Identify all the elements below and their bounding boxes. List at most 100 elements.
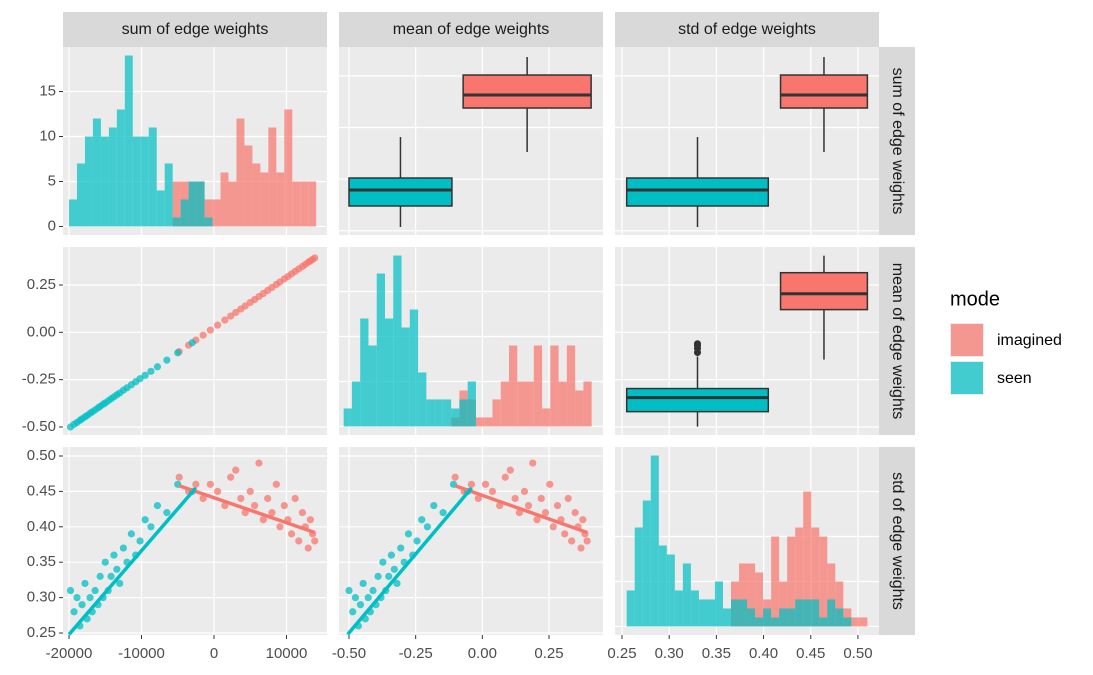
histogram-bar [276, 172, 285, 227]
histogram-bar [467, 381, 476, 427]
point [385, 572, 393, 580]
histogram-bar [811, 599, 820, 627]
panel: -0.50 -0.25 0.00 0.25 [22, 247, 327, 435]
point [467, 480, 475, 488]
panel [615, 247, 879, 435]
point [259, 516, 267, 524]
point [147, 523, 155, 531]
point [404, 530, 413, 538]
point [520, 487, 529, 495]
histogram-bar [148, 127, 157, 227]
panel: 0 5 10 15 [39, 47, 327, 235]
histogram-bar [819, 536, 828, 627]
strip [879, 447, 915, 635]
point [246, 487, 254, 495]
point [511, 494, 519, 503]
x-tick-label: 0.30 [655, 645, 684, 662]
point [311, 537, 319, 545]
histogram-bar [787, 536, 796, 627]
point [345, 586, 353, 595]
point [280, 501, 288, 510]
point [423, 523, 431, 531]
point [127, 530, 135, 538]
point [206, 326, 214, 334]
point [583, 537, 591, 545]
outlier [693, 340, 701, 348]
histogram-bar [566, 345, 576, 427]
point [91, 586, 99, 595]
histogram-bar [172, 217, 181, 227]
histogram-bar [204, 217, 213, 227]
histogram-bar [626, 590, 635, 627]
point [356, 601, 365, 609]
point [107, 572, 115, 580]
x-tick-label: -0.25 [399, 645, 433, 662]
panel-background [63, 447, 327, 635]
point [153, 363, 162, 371]
histogram-bar [475, 417, 485, 427]
point [359, 579, 367, 588]
point [295, 537, 303, 545]
histogram-bar [393, 255, 402, 427]
legend-label: seen [997, 370, 1032, 387]
histogram-bar [220, 172, 229, 227]
histogram-bar [188, 181, 197, 227]
point [153, 501, 162, 510]
histogram-bar [401, 327, 410, 427]
point [533, 516, 541, 524]
histogram-bar [698, 599, 707, 627]
point [70, 608, 78, 616]
histogram-bar [795, 527, 804, 627]
x-tick-label: 0 [210, 645, 218, 662]
point [237, 494, 245, 503]
histogram-bar [451, 408, 460, 427]
box [348, 177, 453, 207]
point [199, 331, 207, 339]
point [304, 544, 312, 552]
point [393, 579, 401, 588]
point [541, 509, 550, 517]
point [387, 551, 395, 559]
histogram-bar [835, 581, 844, 627]
histogram-bar [550, 345, 559, 427]
histogram-bar [642, 500, 651, 627]
histogram-bar [835, 608, 844, 627]
histogram-bar [634, 527, 643, 627]
point [163, 509, 171, 517]
y-tick-label: 0.40 [27, 518, 56, 535]
histogram-bar [228, 181, 237, 227]
histogram-bar [500, 381, 509, 427]
point [113, 565, 121, 573]
histogram-bar [204, 199, 213, 227]
histogram-bar [132, 136, 141, 227]
histogram-bar [116, 109, 125, 227]
histogram-bar [755, 572, 764, 627]
point [298, 509, 307, 517]
panel [339, 247, 603, 435]
point [175, 473, 183, 481]
point [506, 466, 514, 474]
histogram-bar [747, 563, 756, 627]
histogram-bar [409, 309, 419, 427]
histogram-bar [244, 145, 253, 227]
point [311, 254, 319, 262]
point [73, 594, 81, 602]
histogram-bar [658, 545, 667, 627]
point [501, 473, 509, 481]
panel: -20000 -10000 0 10000 0.25 0.30 0.35 0.40 0.45 0.… [27, 447, 327, 662]
point [227, 473, 235, 481]
y-tick-label: 0.25 [27, 624, 56, 641]
histogram-bar [308, 181, 317, 227]
box [625, 387, 770, 413]
histogram-bar [795, 599, 804, 627]
panel [339, 47, 603, 235]
x-tick-label: 0.35 [702, 645, 731, 662]
x-tick-label: 0.25 [607, 645, 636, 662]
histogram-bar [260, 172, 269, 227]
histogram-bar [682, 563, 691, 627]
histogram-bar [558, 381, 567, 427]
y-tick-label: 10 [39, 127, 56, 144]
histogram-bar [787, 608, 796, 627]
